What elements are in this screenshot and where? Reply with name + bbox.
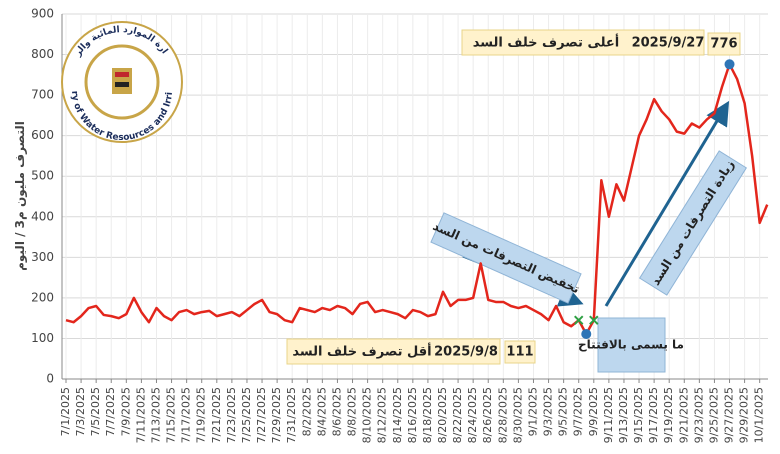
y-axis-label: التصرف مليون م3 / اليوم: [13, 121, 28, 271]
x-tick-label: 8/22/2025: [451, 387, 464, 443]
x-tick-label: 9/7/2025: [572, 387, 585, 436]
value-box: [504, 340, 536, 364]
x-tick-label: 7/3/2025: [74, 387, 87, 436]
point-marker: [724, 59, 735, 70]
x-tick-label: 7/31/2025: [285, 387, 298, 443]
logo-eagle: [112, 68, 132, 94]
x-tick-label: 7/25/2025: [240, 387, 253, 443]
x-tick-label: 8/20/2025: [436, 387, 449, 443]
x-tick-label: 7/7/2025: [104, 387, 117, 436]
value-label: 776: [710, 37, 737, 52]
logo-flag: [115, 82, 129, 87]
x-tick-label: 9/13/2025: [617, 387, 630, 443]
x-tick-label: 8/2/2025: [300, 387, 313, 436]
x-tick-label: 8/28/2025: [496, 387, 509, 443]
x-tick-label: 8/6/2025: [330, 387, 343, 436]
x-tick-label: 7/21/2025: [210, 387, 223, 443]
x-tick-label: 9/11/2025: [602, 387, 615, 443]
x-tick-label: 8/8/2025: [346, 387, 359, 436]
y-tick-label: 900: [31, 7, 54, 21]
x-tick-label: 8/10/2025: [361, 387, 374, 443]
y-tick-label: 500: [31, 169, 54, 183]
y-tick-label: 800: [31, 47, 54, 61]
x-tick-label: 8/24/2025: [466, 387, 479, 443]
annotation-text: أعلى تصرف خلف السد: [473, 34, 620, 51]
y-tick-label: 400: [31, 209, 54, 223]
x-tick-label: 9/1/2025: [526, 387, 539, 436]
arrow: [604, 100, 730, 307]
annotation-box: [597, 317, 666, 373]
annotation-text: ما يسمى بالافتتاح: [578, 338, 684, 352]
x-tick-label: 7/23/2025: [225, 387, 238, 443]
x-tick-label: 9/25/2025: [707, 387, 720, 443]
annotation-text: أقل تصرف خلف السد: [292, 343, 431, 360]
value-label: 111: [506, 345, 533, 360]
annotation-box: [461, 29, 705, 56]
x-tick-label: 9/3/2025: [542, 387, 555, 436]
annotation-box: [286, 338, 501, 365]
x-tick-label: 8/26/2025: [481, 387, 494, 443]
x-tick-label: 8/12/2025: [376, 387, 389, 443]
x-tick-label: 8/4/2025: [315, 387, 328, 436]
cross-marker: [574, 315, 584, 325]
x-tick-label: 9/27/2025: [723, 387, 736, 443]
x-tick-label: 8/16/2025: [406, 387, 419, 443]
logo-flag: [115, 72, 129, 77]
data-line: [65, 63, 769, 336]
x-tick-label: 8/30/2025: [511, 387, 524, 443]
x-tick-label: 9/19/2025: [662, 387, 675, 443]
x-tick-label: 8/18/2025: [421, 387, 434, 443]
cross-marker: [589, 315, 599, 325]
annotation-date: 2025/9/8: [434, 345, 498, 360]
x-tick-label: 9/23/2025: [692, 387, 705, 443]
y-tick-label: 700: [31, 88, 54, 102]
x-tick-label: 9/9/2025: [587, 387, 600, 436]
x-tick-label: 7/17/2025: [180, 387, 193, 443]
y-tick-label: 600: [31, 128, 54, 142]
x-tick-label: 9/5/2025: [557, 387, 570, 436]
value-box: [707, 32, 741, 56]
x-tick-label: 9/29/2025: [738, 387, 751, 443]
x-tick-label: 7/9/2025: [119, 387, 132, 436]
y-tick-label: 200: [31, 290, 54, 304]
x-tick-label: 7/13/2025: [149, 387, 162, 443]
x-tick-label: 10/1/2025: [753, 387, 766, 443]
x-tick-label: 7/27/2025: [255, 387, 268, 443]
annotation-date: 2025/9/27: [632, 36, 705, 51]
point-marker: [581, 328, 592, 339]
x-tick-label: 9/21/2025: [677, 387, 690, 443]
x-tick-label: 7/1/2025: [59, 387, 72, 436]
x-tick-label: 7/29/2025: [270, 387, 283, 443]
y-tick-label: 0: [46, 372, 54, 386]
y-tick-label: 300: [31, 250, 54, 264]
x-tick-label: 7/19/2025: [195, 387, 208, 443]
x-tick-label: 7/5/2025: [89, 387, 102, 436]
x-tick-label: 9/15/2025: [632, 387, 645, 443]
x-tick-label: 7/15/2025: [165, 387, 178, 443]
x-tick-label: 9/17/2025: [647, 387, 660, 443]
annotation-box: [638, 150, 748, 296]
y-tick-label: 100: [31, 331, 54, 345]
x-tick-label: 8/14/2025: [391, 387, 404, 443]
annotation-box: [430, 212, 582, 304]
x-tick-label: 7/11/2025: [134, 387, 147, 443]
